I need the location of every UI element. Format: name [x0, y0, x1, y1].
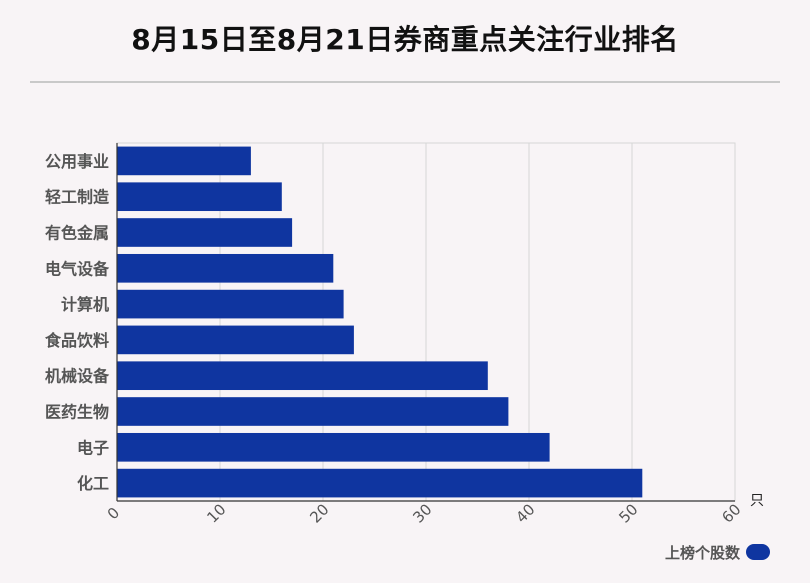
bar: [117, 253, 334, 283]
x-tick-label: 30: [409, 500, 435, 526]
x-tick-label: 10: [203, 500, 229, 526]
category-label: 有色金属: [45, 224, 109, 243]
bar: [117, 218, 293, 247]
category-label: 化工: [77, 474, 109, 493]
bar: [117, 289, 344, 319]
category-label: 轻工制造: [45, 188, 110, 207]
bar: [117, 361, 488, 391]
bar: [117, 146, 251, 176]
bar: [117, 397, 509, 426]
bar: [117, 432, 550, 462]
bar: [117, 468, 643, 498]
x-tick-label: 60: [718, 500, 744, 526]
category-label: 医药生物: [45, 403, 109, 422]
bar: [117, 182, 282, 212]
title-divider: [30, 81, 780, 83]
category-label: 公用事业: [45, 152, 109, 171]
x-unit-label: 只: [750, 493, 764, 509]
bar: [117, 325, 354, 355]
axes-layer: [116, 143, 735, 502]
x-tick-label: 0: [104, 504, 123, 523]
x-tick-label: 50: [615, 500, 641, 526]
category-label: 食品饮料: [44, 331, 109, 350]
category-label: 计算机: [61, 295, 109, 314]
category-label: 电气设备: [45, 259, 110, 278]
x-tick-label: 20: [306, 500, 332, 526]
category-label: 机械设备: [45, 367, 110, 386]
legend[interactable]: 上榜个股数: [665, 540, 770, 564]
chart-title: 8月15日至8月21日券商重点关注行业排名: [131, 23, 679, 56]
category-label: 电子: [77, 438, 109, 457]
bars-layer: [117, 146, 643, 498]
legend-label: 上榜个股数: [664, 543, 740, 562]
legend-swatch: [746, 544, 770, 560]
x-tick-label: 40: [512, 500, 538, 526]
